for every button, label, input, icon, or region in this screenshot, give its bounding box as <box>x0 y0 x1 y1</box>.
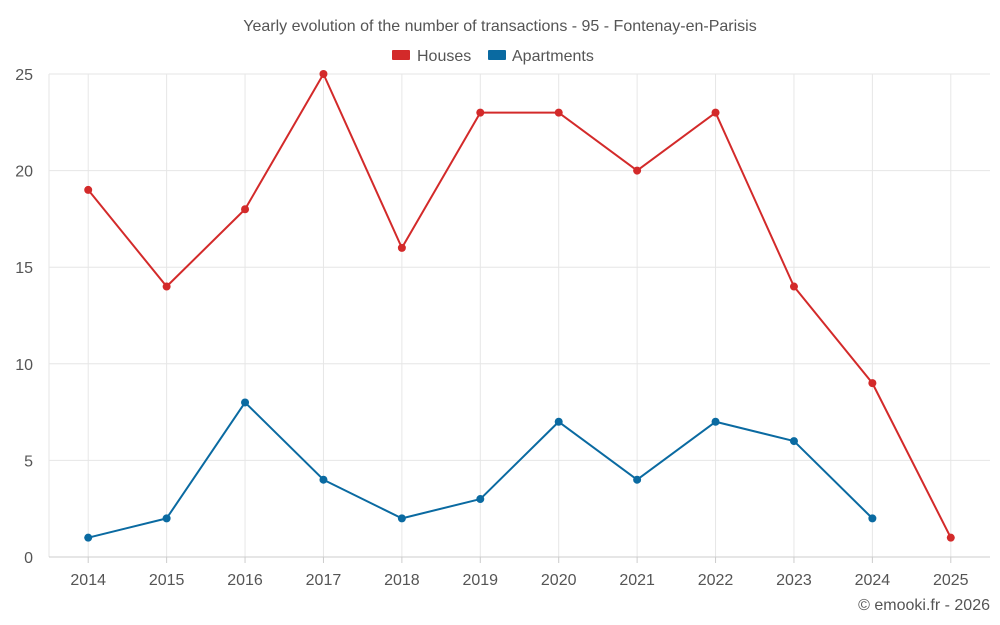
data-point-apartments <box>319 475 328 484</box>
data-point-houses <box>319 70 328 78</box>
x-tick-label: 2018 <box>384 572 420 589</box>
data-point-houses <box>476 108 485 117</box>
data-point-houses <box>397 243 406 252</box>
x-tick-label: 2024 <box>855 572 891 589</box>
data-point-apartments <box>84 533 93 542</box>
data-point-apartments <box>162 514 171 523</box>
x-tick-label: 2022 <box>698 572 734 589</box>
x-tick-label: 2015 <box>149 572 185 589</box>
y-tick-label: 20 <box>15 164 33 181</box>
y-axis: 0 5 10 15 20 25 <box>15 67 33 567</box>
data-point-houses <box>711 108 720 117</box>
x-tick-label: 2021 <box>619 572 655 589</box>
series-group <box>84 70 955 542</box>
y-tick-label: 10 <box>15 357 33 374</box>
chart-title: Yearly evolution of the number of transa… <box>243 18 756 35</box>
x-tick-label: 2016 <box>227 572 263 589</box>
credit-text: © emooki.fr - 2026 <box>858 597 990 614</box>
y-tick-label: 15 <box>15 260 33 277</box>
x-tick-label: 2025 <box>933 572 969 589</box>
legend-label-houses: Houses <box>417 48 471 65</box>
data-point-apartments <box>241 398 250 407</box>
data-point-apartments <box>476 495 485 504</box>
data-point-apartments <box>789 437 798 446</box>
x-tick-label: 2014 <box>70 572 106 589</box>
data-point-houses <box>868 379 877 388</box>
data-point-apartments <box>554 417 563 426</box>
x-tick-label: 2023 <box>776 572 812 589</box>
legend-label-apartments: Apartments <box>512 48 594 65</box>
data-point-houses <box>946 533 955 542</box>
data-point-houses <box>241 205 250 214</box>
data-point-houses <box>84 185 93 194</box>
data-point-houses <box>162 282 171 291</box>
y-tick-label: 5 <box>24 453 33 470</box>
legend-swatch-houses <box>392 50 410 60</box>
data-point-apartments <box>711 417 720 426</box>
x-tick-label: 2020 <box>541 572 577 589</box>
data-point-houses <box>554 108 563 117</box>
y-tick-label: 25 <box>15 67 33 84</box>
legend: Houses Apartments <box>392 48 594 65</box>
legend-swatch-apartments <box>488 50 506 60</box>
data-point-houses <box>633 166 642 175</box>
y-tick-label: 0 <box>24 550 33 567</box>
x-axis: 2014 2015 2016 2017 2018 2019 2020 2021 2022 2023… <box>49 556 990 589</box>
x-tick-label: 2017 <box>306 572 342 589</box>
x-tick-label: 2019 <box>462 572 498 589</box>
data-point-houses <box>789 282 798 291</box>
data-point-apartments <box>868 514 877 523</box>
data-point-apartments <box>397 514 406 523</box>
data-point-apartments <box>633 475 642 484</box>
series-line-houses <box>87 73 952 539</box>
